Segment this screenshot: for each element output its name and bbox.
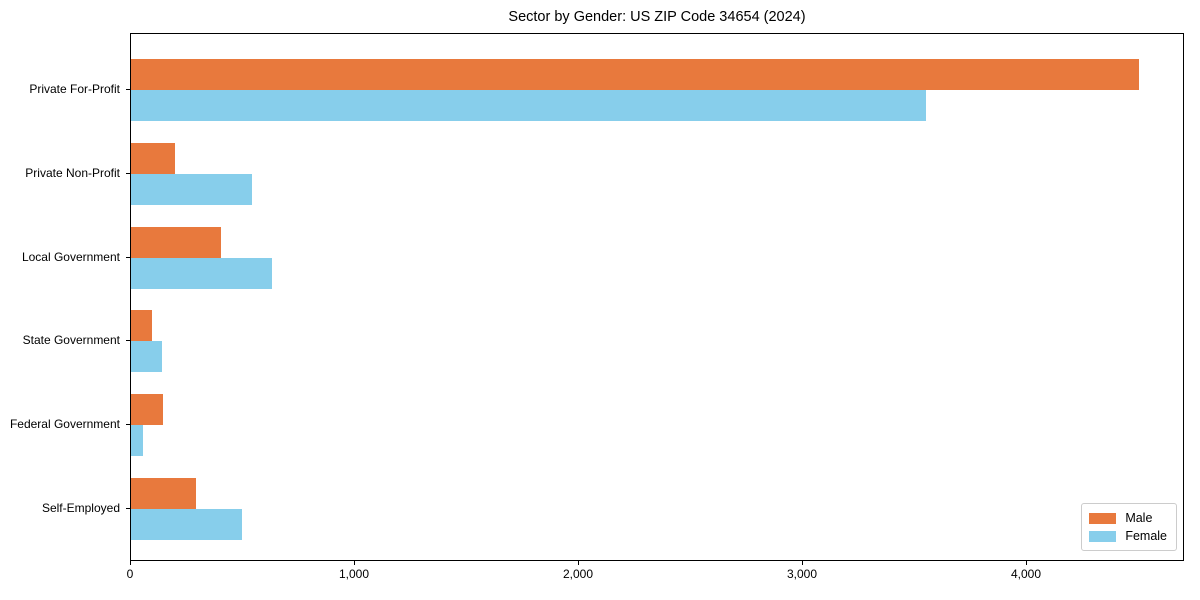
bar-male-local-government [131,226,221,258]
bar-male-private-for-profit [131,59,1139,90]
y-tick-mark [126,172,130,174]
x-tick-mark [130,561,131,565]
legend-label-male: Male [1125,511,1153,525]
bar-male-state-government [131,310,152,342]
y-tick-label-self-employed: Self-Employed [41,501,120,515]
plot-area: Male Female [130,33,1184,561]
y-tick-label-private-for-profit: Private For-Profit [29,82,120,96]
bar-female-local-government [131,257,272,289]
bar-female-private-non-profit [131,173,252,205]
x-tick-mark [578,561,579,565]
x-tick-label-2000: 2,000 [562,567,594,581]
x-tick-mark [354,561,355,565]
bar-male-self-employed [131,478,196,509]
y-tick-mark [126,340,130,342]
bar-female-self-employed [131,509,242,540]
legend-label-female: Female [1125,529,1167,543]
y-tick-mark [126,508,130,509]
bar-female-state-government [131,341,162,373]
legend: Male Female [1081,503,1177,551]
x-tick-mark [1026,561,1027,565]
bar-female-federal-government [131,425,143,457]
bar-female-private-for-profit [131,90,926,121]
y-tick-label-federal-government: Federal Government [9,417,120,432]
x-tick-mark [802,561,803,565]
x-tick-label-1000: 1,000 [338,567,370,581]
female-swatch-icon [1089,530,1117,542]
x-tick-label-3000: 3,000 [786,567,818,581]
bar-male-federal-government [131,394,163,426]
y-tick-mark [126,424,130,426]
x-tick-label-0: 0 [126,567,134,581]
bar-male-private-non-profit [131,142,175,174]
legend-item-male: Male [1089,509,1167,527]
y-tick-label-local-government: Local Government [21,249,120,264]
male-swatch-icon [1089,512,1117,524]
y-tick-label-private-non-profit: Private Non-Profit [25,165,120,180]
x-tick-label-4000: 4,000 [1010,567,1042,581]
y-tick-label-state-government: State Government [22,333,120,348]
y-tick-mark [126,256,130,258]
chart-title: Sector by Gender: US ZIP Code 34654 (202… [508,9,806,25]
y-tick-mark [126,89,130,90]
legend-item-female: Female [1089,527,1167,545]
